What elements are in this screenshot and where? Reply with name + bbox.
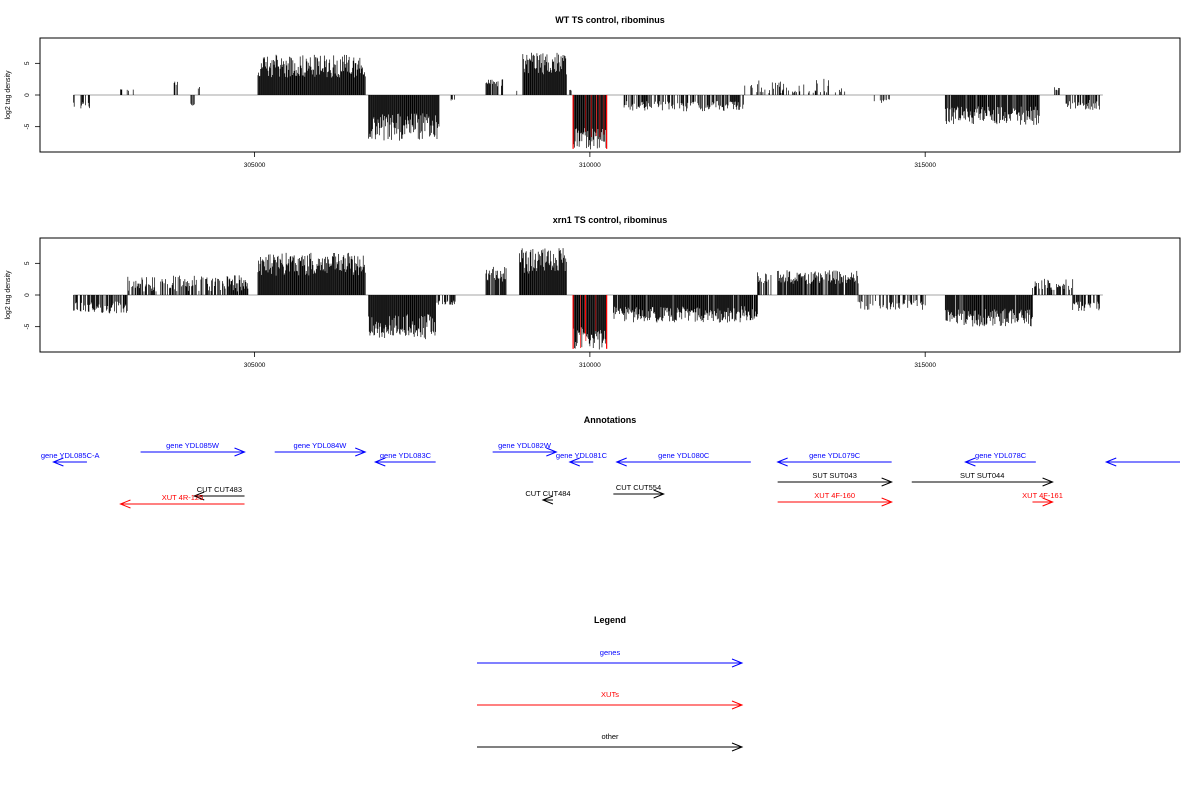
- legend-panel: Legend genes XUTs other: [477, 615, 744, 752]
- legend-arrow-head: [731, 700, 744, 710]
- wt-y-axis-label: log2 tag density: [5, 70, 12, 120]
- annotation-label: gene YDL082W: [498, 441, 552, 450]
- annotation-label: CUT CUT554: [616, 483, 661, 492]
- xrn1-track-panel: xrn1 TS control, ribominus 305000 310000 3…: [5, 215, 1181, 369]
- legend-label: XUTs: [601, 690, 619, 699]
- legend-items: genes XUTs other: [477, 648, 744, 752]
- annotation-feature: CUT CUT483: [192, 485, 245, 501]
- annotation-label: gene YDL078C: [975, 451, 1027, 460]
- y-tick-label: -5: [24, 323, 31, 329]
- annotation-feature: gene YDL082W: [492, 441, 558, 457]
- annotation-feature: gene YDL079C: [776, 451, 892, 467]
- legend-label: genes: [600, 648, 621, 657]
- annotation-arrow-head: [1104, 457, 1117, 467]
- annotation-label: gene YDL085W: [166, 441, 220, 450]
- wt-track-panel: WT TS control, ribominus 305000 310000 315…: [5, 15, 1181, 169]
- annotation-label: gene YDL081C: [556, 451, 608, 460]
- xrn1-y-axis-label: log2 tag density: [5, 270, 12, 320]
- annotation-arrow-head: [615, 457, 627, 467]
- legend-entry: genes: [477, 648, 744, 668]
- y-tick-label: 0: [24, 293, 31, 297]
- annotation-feature: gene YDL085C-A: [41, 451, 100, 467]
- annotation-arrow-head: [1042, 477, 1054, 487]
- annotation-label: XUT 4R-125: [162, 493, 204, 502]
- y-tick-label: 5: [24, 261, 31, 265]
- x-tick-label: 310000: [579, 362, 601, 369]
- x-tick-label: 305000: [244, 162, 266, 169]
- annotation-label: SUT SUT044: [960, 471, 1004, 480]
- annotation-label: gene YDL083C: [380, 451, 432, 460]
- annotation-feature: gene YDL084W: [274, 441, 367, 457]
- x-tick-label: 315000: [914, 362, 936, 369]
- annotation-feature: XUT 4F-161: [1022, 491, 1063, 507]
- annotation-arrow-head: [653, 489, 665, 499]
- annotations-title: Annotations: [584, 415, 637, 425]
- annotation-feature: CUT CUT484: [525, 489, 571, 505]
- x-tick-label: 310000: [579, 162, 601, 169]
- legend-arrow-head: [731, 742, 744, 752]
- annotation-feature: CUT CUT554: [613, 483, 665, 499]
- annotation-label: XUT 4F-160: [814, 491, 855, 500]
- annotation-features: gene YDL085C-A gene YDL085W gene YDL084W ge…: [41, 441, 1180, 509]
- legend-entry: XUTs: [477, 690, 744, 710]
- legend-arrow-head: [731, 658, 744, 668]
- xrn1-y-axis: -5 0 5: [24, 261, 40, 330]
- legend-title: Legend: [594, 615, 626, 625]
- annotation-label: XUT 4F-161: [1022, 491, 1063, 500]
- wt-track-title: WT TS control, ribominus: [555, 15, 665, 25]
- annotation-arrow-head: [881, 477, 893, 487]
- annotation-feature: XUT 4R-125: [119, 493, 245, 509]
- annotation-feature: gene YDL078C: [964, 451, 1036, 467]
- annotation-feature: SUT SUT044: [911, 471, 1054, 487]
- annotation-arrow-head: [541, 495, 554, 505]
- annotation-label: CUT CUT483: [197, 485, 242, 494]
- xrn1-bars: [73, 248, 1103, 350]
- legend-label: other: [601, 732, 619, 741]
- x-tick-label: 305000: [244, 362, 266, 369]
- annotation-arrow-head: [52, 457, 64, 467]
- annotation-feature: XUT 4F-160: [777, 491, 893, 507]
- legend-entry: other: [477, 732, 744, 752]
- annotation-arrow-head: [1042, 497, 1054, 507]
- y-tick-label: 0: [24, 93, 31, 97]
- annotation-arrow-head: [881, 497, 893, 507]
- annotation-arrow-head: [234, 447, 246, 457]
- annotation-label: gene YDL085C-A: [41, 451, 100, 460]
- annotation-arrow-head: [776, 457, 788, 467]
- x-tick-label: 315000: [914, 162, 936, 169]
- xrn1-track-title: xrn1 TS control, ribominus: [553, 215, 668, 225]
- annotation-feature: gene YDL081C: [556, 451, 608, 467]
- annotation-arrow-head: [119, 499, 131, 509]
- annotation-arrow-head: [192, 491, 205, 501]
- annotation-feature: gene YDL085W: [140, 441, 246, 457]
- wt-x-axis: 305000 310000 315000: [244, 152, 936, 169]
- annotation-feature: SUT SUT043: [777, 471, 893, 487]
- annotation-feature: gene YDL080C: [615, 451, 751, 467]
- y-tick-label: 5: [24, 61, 31, 65]
- xrn1-x-axis: 305000 310000 315000: [244, 352, 936, 369]
- annotation-label: CUT CUT484: [525, 489, 570, 498]
- wt-bars: [73, 52, 1103, 150]
- annotation-arrow-head: [373, 457, 386, 467]
- annotation-arrow-head: [546, 447, 558, 457]
- y-tick-label: -5: [24, 123, 31, 129]
- annotation-feature: gene YDL083C: [373, 451, 436, 467]
- annotation-arrow-head: [355, 447, 367, 457]
- wt-y-axis: -5 0 5: [24, 61, 40, 130]
- annotation-arrow-head: [568, 457, 580, 467]
- annotation-label: gene YDL084W: [294, 441, 348, 450]
- annotation-label: gene YDL080C: [658, 451, 710, 460]
- annotation-arrow-head: [964, 457, 976, 467]
- annotation-feature: [1104, 457, 1180, 467]
- annotation-label: gene YDL079C: [809, 451, 861, 460]
- annotation-label: SUT SUT043: [812, 471, 856, 480]
